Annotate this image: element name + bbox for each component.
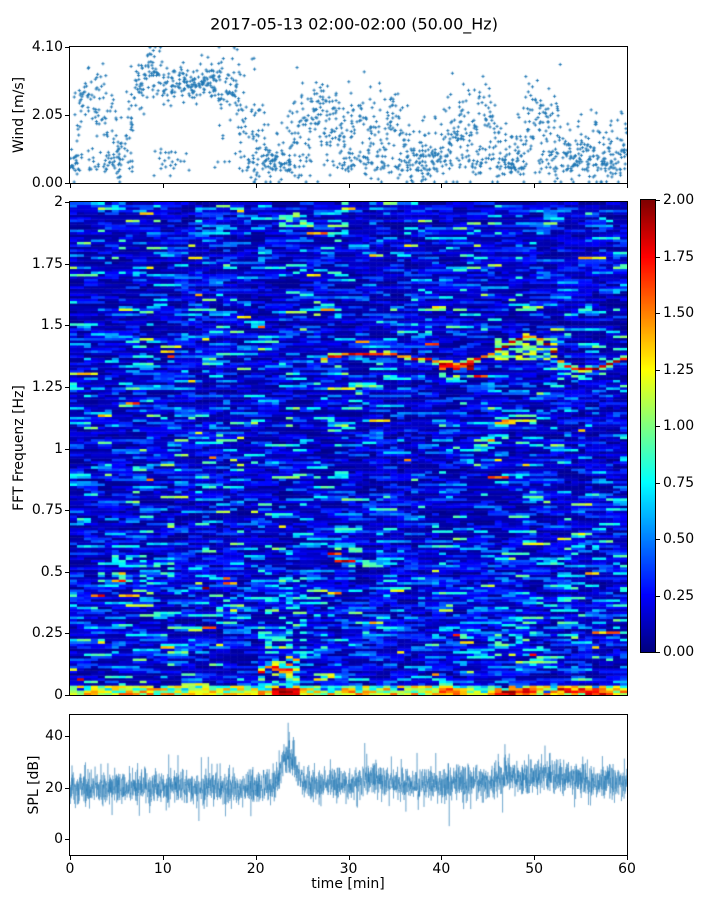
tick-mark — [65, 448, 69, 450]
time-xtick-label: 30 — [339, 861, 358, 877]
tick-mark — [656, 200, 660, 201]
fft-ytick-label: 0 — [54, 687, 63, 703]
figure-title: 2017-05-13 02:00-02:00 (50.00_Hz) — [210, 14, 498, 34]
tick-mark — [65, 183, 69, 184]
tick-mark — [65, 839, 69, 841]
spl-ytick-label: 20 — [45, 779, 63, 796]
colorbar-tick-label: 2.00 — [663, 192, 695, 208]
tick-mark — [627, 184, 628, 188]
tick-mark — [255, 184, 257, 188]
tick-mark — [70, 856, 71, 860]
colorbar — [640, 199, 656, 653]
tick-mark — [65, 263, 69, 265]
tick-mark — [162, 184, 164, 188]
fft-ytick-label: 0.75 — [31, 502, 63, 519]
time-xtick-label: 50 — [525, 861, 544, 877]
wind-ytick-label: 2.05 — [31, 107, 63, 123]
tick-mark — [656, 539, 660, 540]
tick-mark — [65, 115, 69, 116]
tick-mark — [65, 633, 69, 635]
time-xtick-label: 20 — [246, 861, 265, 877]
tick-mark — [534, 184, 536, 188]
fft-ytick-label: 1.25 — [31, 378, 63, 395]
spl-axis-label: SPL [dB] — [26, 755, 42, 815]
tick-mark — [255, 856, 257, 860]
colorbar-tick-label: 1.25 — [663, 361, 695, 378]
time-xtick-label: 40 — [432, 861, 451, 877]
tick-mark — [656, 426, 660, 427]
time-xtick-label: 60 — [618, 861, 636, 877]
tick-mark — [162, 856, 164, 860]
tick-mark — [627, 856, 628, 860]
tick-mark — [348, 184, 350, 188]
colorbar-tick-label: 0.75 — [663, 474, 695, 491]
spl-line-plot — [69, 714, 628, 856]
spectrogram-plot — [69, 201, 628, 696]
colorbar-tick-label: 1.00 — [663, 418, 695, 434]
fft-ytick-label: 1 — [54, 440, 63, 457]
tick-mark — [65, 47, 69, 48]
tick-mark — [656, 369, 660, 371]
tick-mark — [65, 735, 69, 737]
spl-ytick-label: 40 — [45, 727, 63, 744]
tick-mark — [348, 856, 350, 860]
colorbar-tick-label: 0.50 — [663, 531, 695, 547]
time-xtick-label: 0 — [65, 861, 75, 877]
fft-ytick-label: 0.5 — [40, 563, 63, 580]
tick-mark — [656, 482, 660, 484]
spl-ytick-label: 0 — [54, 831, 63, 848]
tick-mark — [65, 510, 69, 512]
tick-mark — [65, 787, 69, 789]
tick-mark — [65, 695, 69, 696]
tick-mark — [441, 856, 443, 860]
wind-axis-label: Wind [m/s] — [11, 76, 27, 154]
time-axis-label: time [min] — [311, 876, 385, 892]
tick-mark — [656, 256, 660, 258]
colorbar-tick-label: 0.00 — [663, 644, 695, 660]
tick-mark — [70, 184, 71, 188]
tick-mark — [534, 856, 536, 860]
colorbar-tick-label: 1.75 — [663, 248, 695, 265]
tick-mark — [441, 184, 443, 188]
wind-scatter-plot — [69, 46, 628, 184]
tick-mark — [656, 652, 660, 653]
fft-frequency-axis-label: FFT Frequenz [Hz] — [11, 385, 27, 511]
fft-ytick-label: 1.5 — [40, 317, 63, 334]
tick-mark — [65, 202, 69, 203]
tick-mark — [65, 325, 69, 327]
fft-ytick-label: 1.75 — [31, 255, 63, 272]
colorbar-tick-label: 1.50 — [663, 305, 695, 321]
wind-ytick-label: 0.00 — [31, 175, 63, 191]
fft-ytick-label: 0.25 — [31, 625, 63, 642]
fft-ytick-label: 2 — [54, 194, 63, 210]
wind-ytick-label: 4.10 — [31, 39, 63, 55]
tick-mark — [65, 386, 69, 388]
tick-mark — [656, 595, 660, 597]
time-xtick-label: 10 — [153, 861, 172, 877]
tick-mark — [65, 571, 69, 573]
tick-mark — [656, 313, 660, 314]
colorbar-tick-label: 0.25 — [663, 587, 695, 604]
